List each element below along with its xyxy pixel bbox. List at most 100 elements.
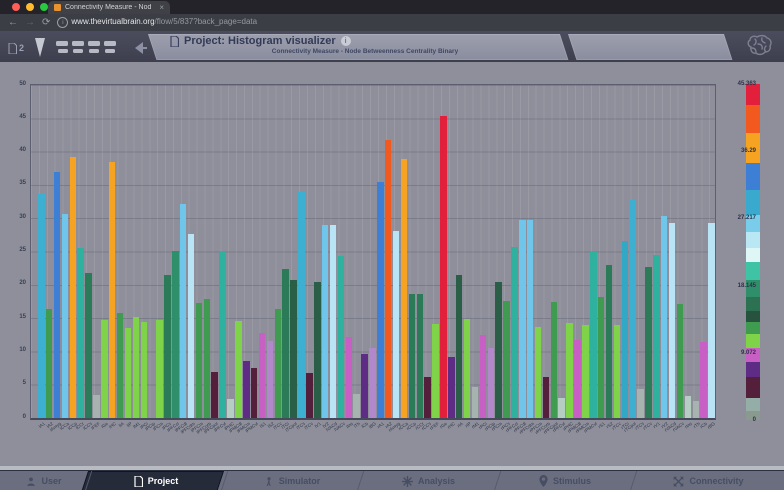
histogram-bar: [384, 140, 392, 418]
histogram-bar: [708, 222, 715, 418]
histogram-bar: [369, 348, 376, 418]
brain-logo-icon[interactable]: [742, 34, 776, 60]
nav-tab-label: Analysis: [417, 476, 456, 486]
colorbar-label: 18.145: [737, 283, 756, 289]
colorbar-segment: [746, 232, 760, 248]
histogram-bar: [542, 377, 550, 418]
tab-close-icon[interactable]: ×: [159, 2, 164, 12]
histogram-bar: [227, 399, 234, 418]
histogram-bar: [408, 294, 416, 418]
histogram-bar: [629, 200, 636, 418]
stimulus-icon: [539, 475, 548, 487]
user-icon: [26, 476, 36, 487]
histogram-bar: [660, 215, 668, 418]
histogram-bar: [172, 250, 179, 418]
histogram-bar: [156, 320, 163, 418]
nav-tab-analysis[interactable]: Analysis: [360, 471, 497, 490]
histogram-bar: [605, 264, 613, 418]
nav-tab-stimulus[interactable]: Stimulus: [497, 471, 633, 490]
histogram-bar: [108, 161, 116, 418]
histogram-bar: [195, 303, 203, 418]
forward-icon[interactable]: →: [25, 16, 35, 28]
histogram-bar: [519, 219, 526, 418]
colorbar-label: 27.217: [737, 215, 756, 221]
window-close-button[interactable]: [12, 3, 20, 11]
histogram-bar: [400, 158, 408, 418]
colorbar-segment: [746, 248, 760, 262]
histogram-bar: [684, 396, 692, 418]
nav-tab-simulator[interactable]: Simulator: [224, 471, 360, 490]
histogram-bar: [653, 254, 660, 418]
histogram-bar: [511, 246, 518, 418]
histogram-bar: [534, 327, 542, 418]
histogram-bar: [211, 372, 218, 418]
histogram-bar: [85, 273, 92, 418]
menu-grid-icon[interactable]: [56, 40, 118, 56]
browser-urlbar: ← → ⟳ i www.thevirtualbrain.org/flow/5/83…: [0, 14, 784, 31]
histogram-bar: [337, 255, 345, 418]
nav-tab-label: User: [41, 476, 62, 486]
colorbar-segment: [746, 348, 760, 362]
window-minimize-button[interactable]: [26, 3, 34, 11]
nav-tab-user[interactable]: User: [0, 471, 88, 490]
page-title: Project: Histogram visualizer i: [170, 35, 560, 47]
y-tick-label: 35: [19, 180, 26, 187]
histogram-bar: [290, 280, 297, 418]
histogram-bar: [187, 234, 195, 418]
y-tick-label: 40: [19, 147, 26, 154]
histogram-bar: [503, 300, 510, 418]
colorbar-segment: [746, 163, 760, 190]
counter-value: 2: [19, 43, 25, 53]
refresh-icon[interactable]: ⟳: [42, 16, 51, 28]
window-zoom-button[interactable]: [40, 3, 48, 11]
histogram-bar: [124, 328, 132, 418]
histogram-bar: [424, 376, 431, 418]
histogram-bar: [306, 372, 313, 418]
colorbar-segment: [746, 411, 760, 420]
histogram-bar: [314, 282, 321, 418]
browser-tab[interactable]: Connectivity Measure - Nod ×: [48, 1, 170, 14]
title-info-icon[interactable]: i: [340, 36, 351, 46]
histogram-bar: [179, 204, 187, 418]
colorbar-segment: [746, 322, 760, 334]
collapse-left-icon[interactable]: [134, 42, 148, 54]
histogram-bar: [164, 274, 171, 418]
page-subtitle: Connectivity Measure - Node Betweenness …: [271, 48, 459, 55]
histogram-plot-area: [30, 84, 716, 420]
nav-tab-connectivity[interactable]: Connectivity: [633, 471, 784, 490]
colorbar-segment: [746, 190, 760, 215]
histogram-bar: [321, 224, 329, 418]
histogram-bar: [77, 248, 84, 418]
histogram-bar: [116, 313, 124, 418]
colorbar-label: 9.072: [740, 350, 756, 356]
histogram-bar: [471, 386, 479, 418]
y-tick-label: 50: [19, 80, 26, 87]
colorbar-segment: [746, 280, 760, 297]
y-tick-label: 30: [19, 213, 26, 220]
url-path: /flow/5/837?back_page=data: [154, 16, 258, 26]
histogram-bar: [700, 342, 707, 418]
colorbar-segment: [746, 133, 760, 163]
connectivity-icon: [673, 476, 684, 487]
histogram-bar: [621, 240, 629, 418]
histogram-bar: [203, 299, 211, 418]
open-operations-counter[interactable]: 2: [8, 42, 25, 54]
histogram-bar: [235, 320, 242, 418]
address-bar[interactable]: i www.thevirtualbrain.org/flow/5/837?back…: [57, 17, 257, 29]
colorbar-segment: [746, 398, 760, 411]
page-info-icon[interactable]: i: [57, 17, 69, 29]
colorbar-segment: [746, 377, 760, 398]
pennant-icon[interactable]: [34, 38, 46, 58]
project-icon: [134, 475, 143, 487]
document-icon: [8, 42, 17, 54]
nav-tab-label: Stimulus: [552, 476, 591, 486]
back-icon[interactable]: ←: [8, 16, 18, 28]
header-right-band: [568, 34, 733, 60]
histogram-bar: [93, 395, 100, 418]
y-tick-label: 15: [19, 313, 26, 320]
nav-tab-project[interactable]: Project: [88, 471, 224, 490]
histogram-bar: [526, 219, 534, 418]
simulator-icon: [264, 476, 274, 487]
colorbar-segment: [746, 334, 760, 348]
